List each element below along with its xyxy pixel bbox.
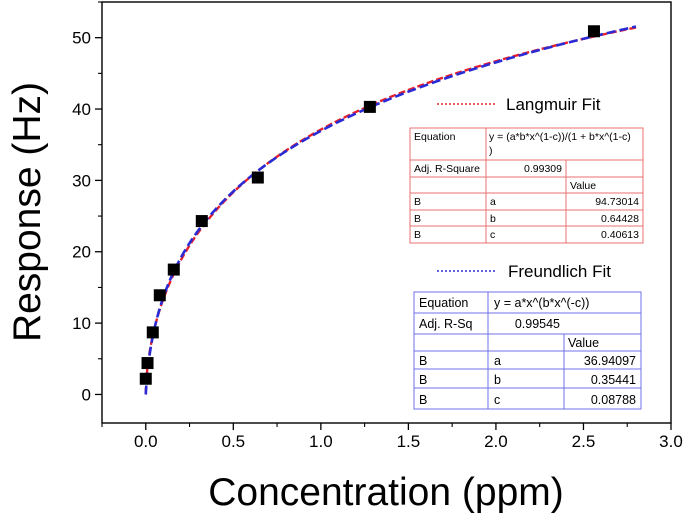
x-axis-title: Concentration (ppm) (208, 471, 564, 514)
fit-curve-freundlich (144, 25, 637, 395)
x-tick-label: 1.0 (309, 432, 333, 451)
x-axis-ticks: 0.0 0.5 1.0 1.5 2.0 2.5 3.0 (101, 423, 683, 451)
legend-freundlich-label: Freundlich Fit (508, 262, 611, 281)
data-point (195, 215, 208, 228)
data-point (167, 263, 180, 276)
langmuir-row-a-param: a (490, 196, 496, 208)
langmuir-equation-cont: ) (489, 145, 493, 157)
langmuir-row-c-value: 0.40613 (601, 229, 639, 241)
freundlich-equation-label: Equation (419, 296, 468, 310)
langmuir-row-c-param: c (490, 229, 495, 241)
y-tick-label: 30 (72, 171, 91, 190)
y-tick-label: 10 (72, 314, 91, 333)
x-tick-label: 0.0 (134, 432, 158, 451)
y-tick-label: 0 (82, 385, 91, 404)
freundlich-row-c-value: 0.08788 (591, 393, 636, 407)
freundlich-adj-value: 0.99545 (515, 317, 560, 331)
langmuir-row-a-group: B (414, 196, 421, 208)
y-tick-label: 40 (72, 100, 91, 119)
x-tick-label: 2.0 (484, 432, 508, 451)
data-markers (139, 25, 600, 385)
freundlich-row-b-group: B (419, 373, 427, 387)
freundlich-row-b-value: 0.35441 (591, 373, 636, 387)
freundlich-value-header: Value (568, 336, 599, 350)
langmuir-row-b-group: B (414, 213, 421, 225)
data-point (251, 171, 264, 184)
data-point (141, 357, 154, 370)
data-point (153, 289, 166, 302)
plot-frame (101, 1, 672, 424)
langmuir-fit-table: Equation y = (a*b*x^(1-c))/(1 + b*x^(1-c… (409, 127, 644, 244)
x-tick-label: 1.5 (397, 432, 421, 451)
langmuir-value-header: Value (570, 180, 596, 192)
y-axis-title: Response (Hz) (6, 82, 49, 342)
y-axis-ticks: 0 10 20 30 40 50 (72, 1, 102, 404)
freundlich-adj-label: Adj. R-Sq (419, 317, 473, 331)
langmuir-row-c-group: B (414, 229, 421, 241)
langmuir-adj-label: Adj. R-Square (414, 163, 480, 175)
legend-freundlich: Freundlich Fit (437, 262, 611, 281)
langmuir-equation: y = (a*b*x^(1-c))/(1 + b*x^(1-c) (489, 131, 631, 143)
freundlich-row-c-group: B (419, 393, 427, 407)
legend-langmuir: Langmuir Fit (437, 95, 601, 114)
langmuir-row-a-value: 94.73014 (595, 196, 639, 208)
freundlich-row-c-param: c (494, 393, 500, 407)
legend-langmuir-label: Langmuir Fit (506, 95, 601, 114)
y-tick-label: 20 (72, 243, 91, 262)
x-tick-label: 3.0 (659, 432, 683, 451)
langmuir-row-b-param: b (490, 213, 496, 225)
langmuir-equation-label: Equation (414, 131, 456, 143)
y-tick-label: 50 (72, 29, 91, 48)
data-point (146, 326, 159, 339)
data-point (363, 100, 376, 113)
freundlich-equation: y = a*x^(b*x^(-c)) (494, 296, 589, 310)
freundlich-row-a-param: a (494, 354, 501, 368)
fit-curves (144, 25, 637, 395)
freundlich-row-b-param: b (494, 373, 501, 387)
data-point (139, 372, 152, 385)
data-point (587, 25, 600, 38)
x-tick-label: 0.5 (221, 432, 245, 451)
freundlich-fit-table: Equation y = a*x^(b*x^(-c)) Adj. R-Sq 0.… (413, 291, 642, 410)
x-tick-label: 2.5 (572, 432, 596, 451)
freundlich-row-a-value: 36.94097 (584, 354, 636, 368)
langmuir-row-b-value: 0.64428 (601, 213, 639, 225)
langmuir-adj-value: 0.99309 (524, 163, 562, 175)
freundlich-row-a-group: B (419, 354, 427, 368)
